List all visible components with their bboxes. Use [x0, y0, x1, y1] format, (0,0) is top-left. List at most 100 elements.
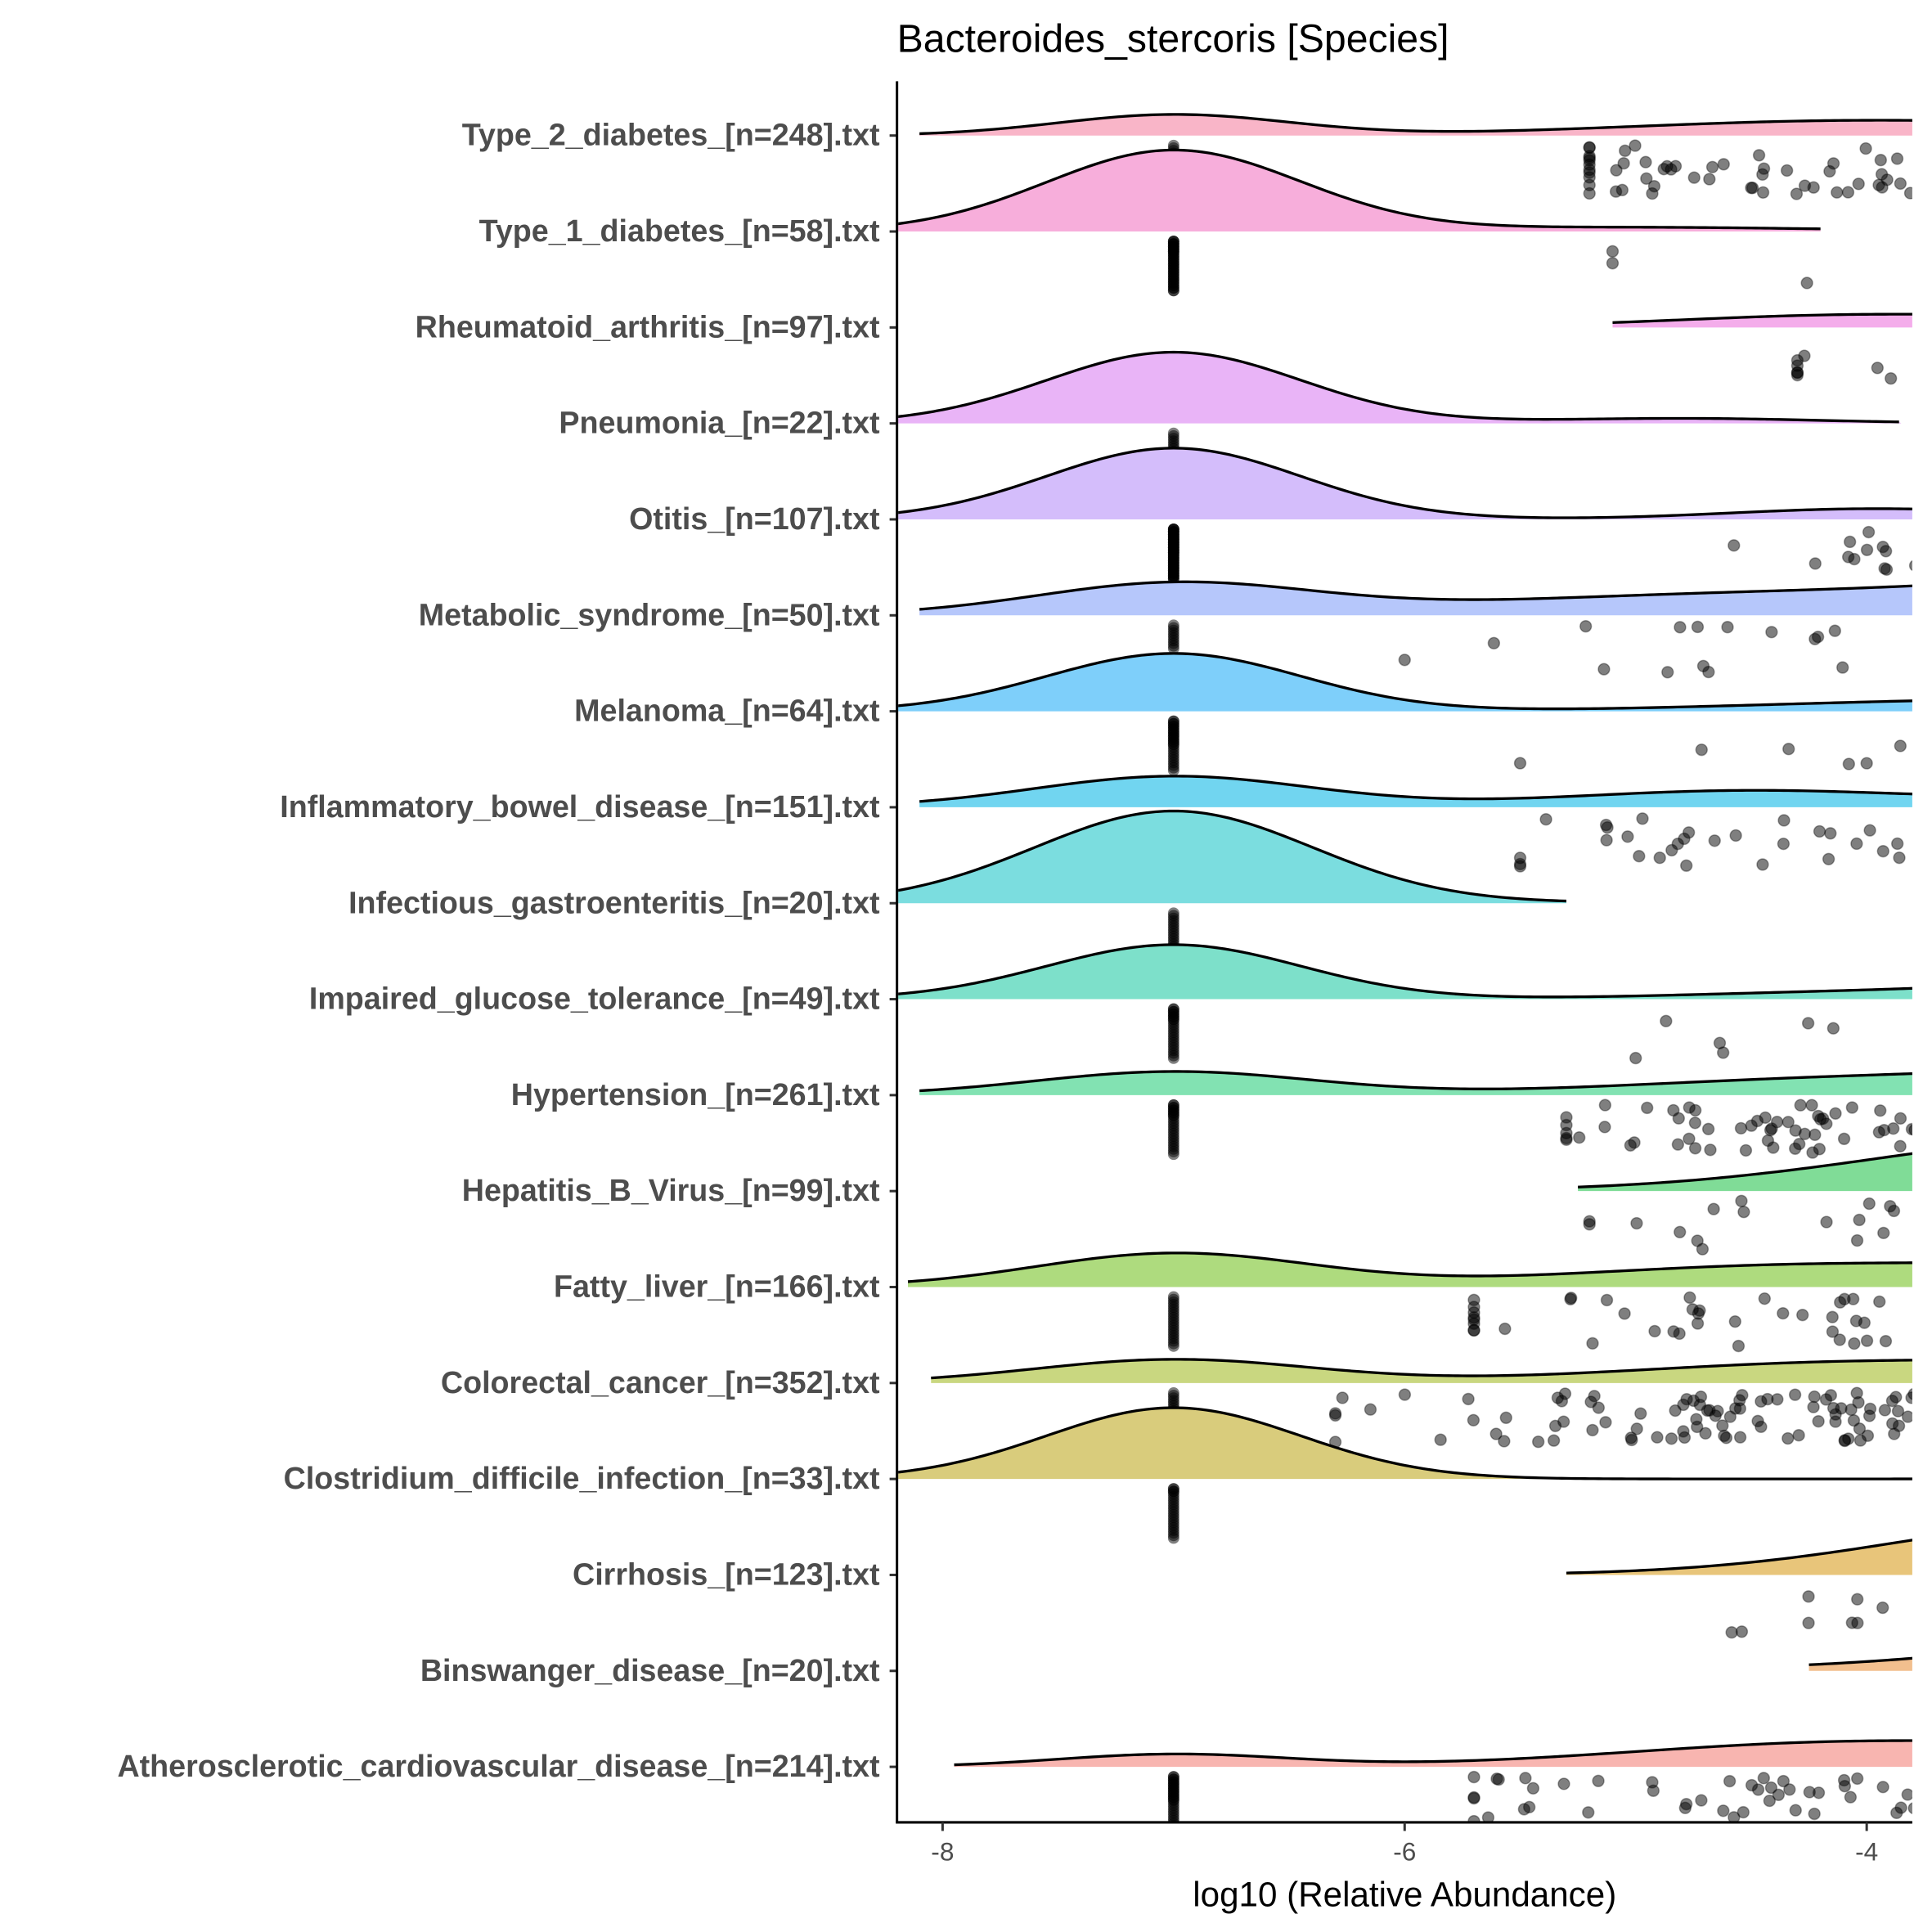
data-point [1586, 1423, 1599, 1437]
data-point [1729, 829, 1742, 842]
data-point [1680, 1392, 1693, 1406]
data-point [1826, 1310, 1839, 1323]
data-point [1640, 172, 1653, 186]
data-point [1853, 1422, 1867, 1436]
data-point [1674, 621, 1687, 634]
density-area [1612, 314, 1912, 328]
data-point [1548, 1419, 1562, 1432]
data-point [1705, 160, 1719, 173]
data-point [1924, 1580, 1932, 1592]
ridge-16 [1808, 1656, 1912, 1671]
data-point [1847, 1292, 1860, 1305]
data-point-zero [1167, 285, 1179, 297]
data-point [1841, 186, 1855, 199]
data-point [1850, 837, 1863, 851]
data-point [1434, 1433, 1447, 1446]
data-point [1805, 1099, 1818, 1112]
data-point [1871, 362, 1884, 375]
data-point [1745, 181, 1758, 195]
data-point [1648, 1324, 1661, 1338]
data-point [1586, 1337, 1599, 1350]
ridge-6 [898, 652, 1912, 776]
y-tick-label: Type_1_diabetes_[n=58].txt [479, 213, 880, 248]
data-point [1490, 1772, 1503, 1786]
data-point [1820, 1215, 1833, 1229]
data-point [1653, 851, 1666, 865]
density-line [919, 1070, 1912, 1093]
data-point [1858, 1316, 1871, 1329]
data-point [1841, 550, 1855, 564]
data-point [1745, 1778, 1759, 1792]
data-point [1781, 1431, 1795, 1445]
y-tick-label: Cirrhosis_[n=123].txt [573, 1557, 880, 1592]
data-point [1672, 1112, 1685, 1125]
data-point [1863, 1402, 1877, 1416]
density-area [898, 150, 1821, 232]
data-point [1723, 1410, 1737, 1423]
density-area [898, 811, 1566, 904]
data-point [1781, 1116, 1795, 1129]
data-point [1777, 1774, 1790, 1788]
density-line [1808, 1656, 1912, 1666]
data-point [1901, 1788, 1912, 1801]
data-point [1583, 141, 1596, 155]
data-point [1756, 186, 1770, 199]
ridges [898, 113, 1932, 1824]
data-point [1925, 1434, 1932, 1445]
y-tick-label: Binswanger_disease_[n=20].txt [420, 1653, 880, 1687]
data-point [1723, 1774, 1737, 1788]
data-point [1833, 1333, 1846, 1346]
data-point [1526, 1781, 1540, 1795]
data-point [1851, 1593, 1864, 1606]
density-area [931, 1359, 1912, 1383]
y-axis-labels: Type_2_diabetes_[n=248].txt Type_1_diabet… [117, 118, 897, 1783]
data-point [1498, 1435, 1511, 1448]
density-area [898, 352, 1902, 424]
data-point-zero [1167, 642, 1179, 654]
data-point [1880, 563, 1894, 576]
y-tick-label: Colorectal_cancer_[n=352].txt [441, 1365, 880, 1400]
data-point [1647, 1784, 1660, 1797]
data-point-zero [1167, 1148, 1179, 1161]
data-point [1808, 1807, 1821, 1821]
data-point [1539, 813, 1552, 826]
y-tick-label: Atherosclerotic_cardiovascular_disease_[… [117, 1749, 880, 1783]
data-point [1717, 1804, 1730, 1817]
density-line [898, 652, 1912, 711]
data-point [1838, 1434, 1852, 1447]
data-point [1467, 1311, 1480, 1324]
data-point [1579, 619, 1593, 633]
data-point [1583, 154, 1596, 167]
data-point [1850, 1233, 1864, 1247]
x-axis-ticks: -8-6-4-20 [931, 1822, 1878, 1867]
data-point [1683, 1132, 1696, 1145]
data-point [1716, 1419, 1729, 1432]
data-point [1876, 540, 1889, 554]
data-point [1336, 1391, 1349, 1404]
data-point [1890, 152, 1904, 165]
y-tick-label: Melanoma_[n=64].txt [574, 694, 880, 728]
data-point [1894, 177, 1907, 191]
data-point [1751, 1414, 1764, 1428]
data-point [1913, 1426, 1925, 1437]
ridge-5 [919, 580, 1912, 679]
data-point [1513, 851, 1527, 865]
data-point [1919, 1611, 1930, 1622]
density-area [954, 1741, 1912, 1768]
data-point [1852, 177, 1865, 191]
data-point [1800, 276, 1813, 290]
data-point [1862, 1197, 1876, 1211]
x-tick-label: -8 [931, 1837, 954, 1867]
density-line [919, 113, 1912, 136]
data-point [1560, 1118, 1573, 1132]
data-point [1708, 834, 1721, 847]
density-area [898, 447, 1912, 519]
data-point [1692, 1307, 1705, 1320]
density-line [954, 1739, 1912, 1767]
data-point [1793, 1137, 1806, 1151]
data-point [1690, 1413, 1703, 1426]
data-point [1721, 621, 1734, 634]
data-point [1597, 663, 1611, 676]
data-point [1807, 181, 1820, 194]
data-point [1916, 1205, 1927, 1216]
